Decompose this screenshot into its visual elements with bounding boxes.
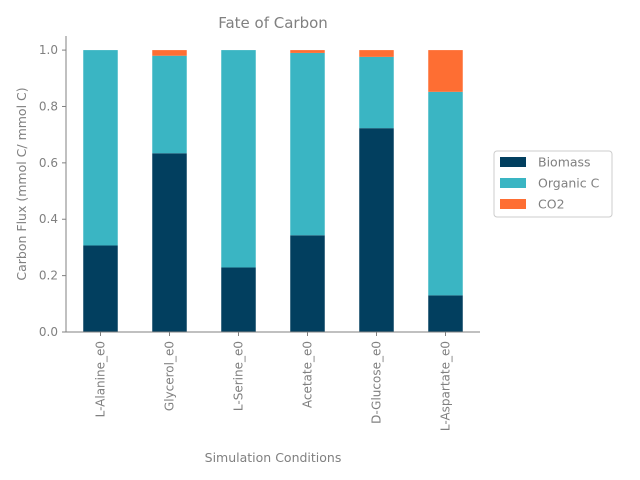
legend: Biomass Organic C CO2 — [493, 150, 613, 218]
y-tick-label: 1.0 — [39, 43, 58, 57]
y-tick-label: 0.8 — [39, 99, 58, 113]
y-tick-label: 0.0 — [39, 325, 58, 339]
y-tick-label: 0.4 — [39, 212, 58, 226]
bar-co2-l-aspartate-e0 — [428, 50, 463, 92]
legend-swatch-co2 — [500, 199, 526, 209]
bar-organic-c-l-alanine-e0 — [83, 50, 118, 246]
legend-label-co2: CO2 — [538, 197, 565, 212]
bar-biomass-acetate-e0 — [290, 235, 325, 332]
bars-group — [83, 50, 463, 332]
x-tick-label: L-Serine_e0 — [232, 341, 246, 411]
bar-organic-c-l-aspartate-e0 — [428, 91, 463, 296]
y-axis-label: Carbon Flux (mmol C/ mmol C) — [14, 87, 29, 280]
bar-co2-d-glucose-e0 — [359, 50, 394, 57]
x-tick-label: Acetate_e0 — [301, 341, 315, 408]
y-tick-label: 0.6 — [39, 156, 58, 170]
x-tick-label: Glycerol_e0 — [163, 341, 177, 411]
x-tick-label: L-Aspartate_e0 — [439, 341, 453, 431]
bar-organic-c-acetate-e0 — [290, 52, 325, 236]
legend-swatch-biomass — [500, 157, 526, 167]
bar-biomass-l-alanine-e0 — [83, 245, 118, 332]
bar-organic-c-d-glucose-e0 — [359, 56, 394, 129]
x-axis-ticks: L-Alanine_e0 Glycerol_e0 L-Serine_e0 Acetat… — [94, 332, 453, 431]
x-tick-label: L-Alanine_e0 — [94, 341, 108, 417]
bar-organic-c-l-serine-e0 — [221, 50, 256, 268]
x-axis-label: Simulation Conditions — [205, 450, 342, 465]
y-axis-ticks: 0.0 0.2 0.4 0.6 0.8 1.0 — [39, 43, 66, 339]
bar-biomass-d-glucose-e0 — [359, 128, 394, 332]
legend-swatch-organic-c — [500, 178, 526, 188]
bar-biomass-glycerol-e0 — [152, 153, 187, 332]
legend-label-biomass: Biomass — [538, 155, 591, 170]
x-tick-label: D-Glucose_e0 — [370, 341, 384, 424]
chart-title: Fate of Carbon — [218, 14, 328, 32]
bar-biomass-l-aspartate-e0 — [428, 295, 463, 332]
bar-biomass-l-serine-e0 — [221, 267, 256, 332]
bar-co2-acetate-e0 — [290, 50, 325, 53]
bar-organic-c-glycerol-e0 — [152, 55, 187, 154]
y-tick-label: 0.2 — [39, 269, 58, 283]
legend-label-organic-c: Organic C — [538, 176, 600, 191]
bar-co2-glycerol-e0 — [152, 50, 187, 56]
